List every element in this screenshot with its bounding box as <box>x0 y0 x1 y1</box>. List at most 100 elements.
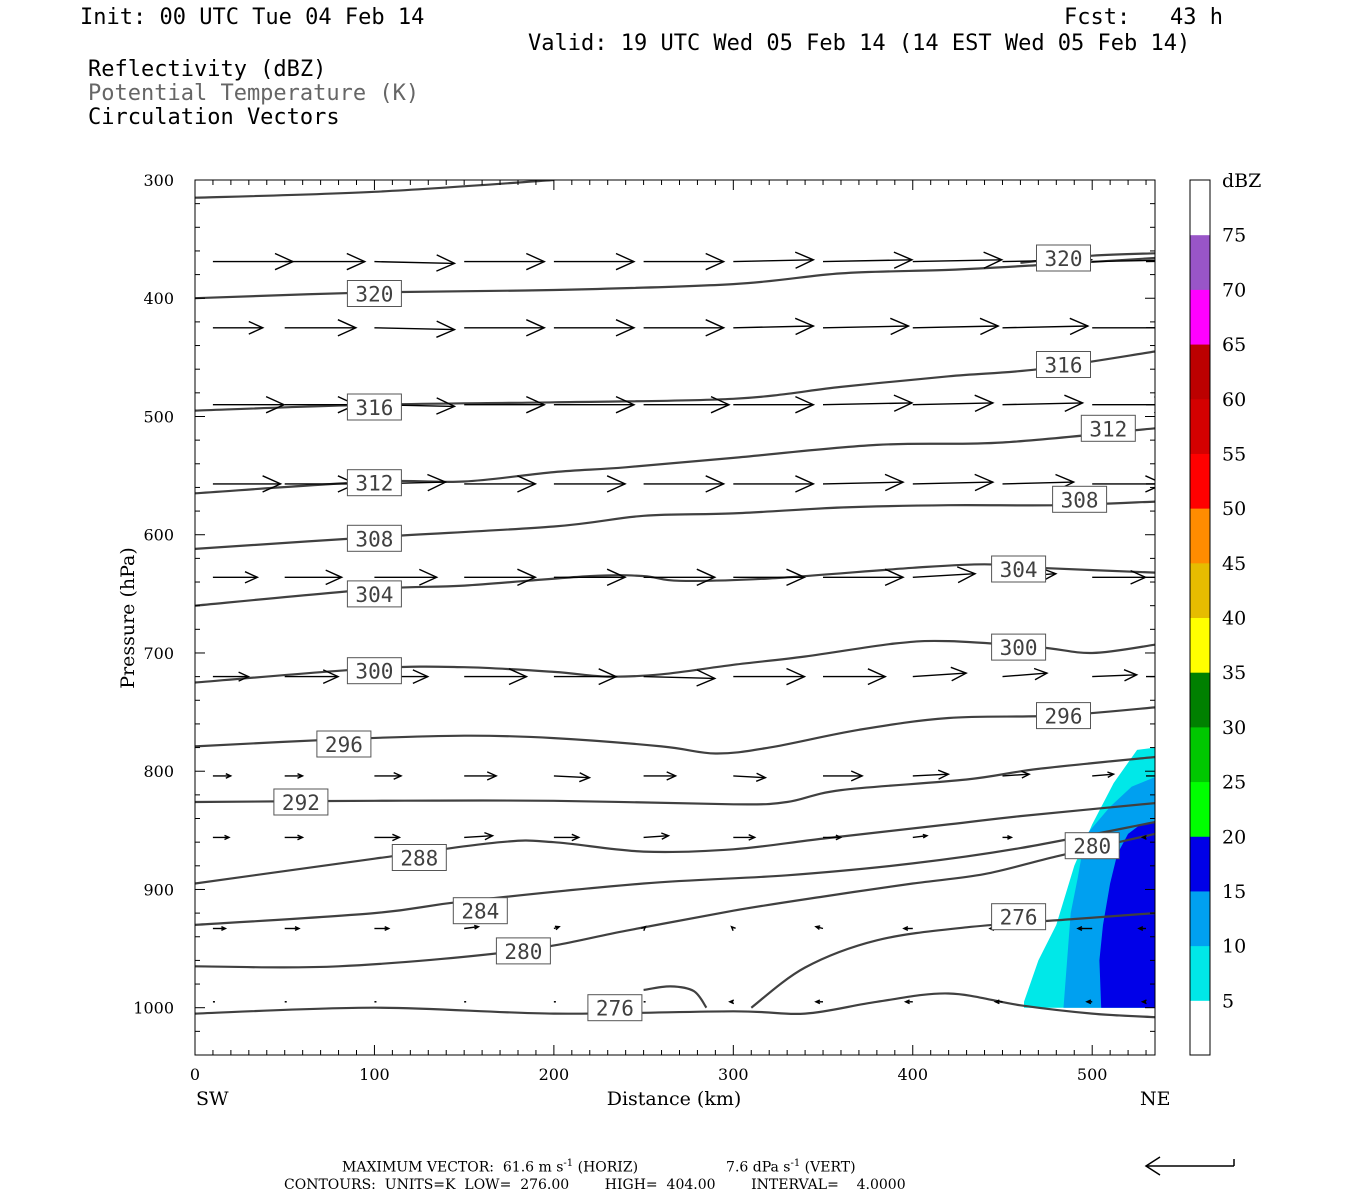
circulation-vector <box>643 319 726 337</box>
circulation-vector <box>823 770 864 782</box>
vector-shaft <box>822 259 913 263</box>
vector-arrowhead <box>346 252 367 271</box>
vector-arrowhead <box>615 252 636 271</box>
circulation-vector <box>464 475 538 493</box>
vector-arrowhead <box>710 395 731 414</box>
isentrope-label-text: 276 <box>1000 906 1038 930</box>
vector-arrowhead <box>1123 669 1139 682</box>
colorbar-swatch <box>1190 562 1210 618</box>
circulation-vector <box>1140 999 1147 1005</box>
isentrope-label-text: 316 <box>355 396 393 420</box>
isentrope-line-292 <box>195 755 1155 806</box>
vector-arrowhead <box>705 252 726 271</box>
isentrope-label-box <box>991 555 1047 583</box>
vector-arrowhead <box>696 568 717 587</box>
circulation-vector <box>733 251 816 269</box>
vector-arrowhead <box>786 568 807 587</box>
circulation-vector <box>374 320 457 338</box>
isentrope-line-276 <box>750 912 1155 1009</box>
vector-arrowhead <box>517 568 538 587</box>
isentrope-label-text: 280 <box>1073 835 1111 859</box>
vector-shaft <box>733 259 814 263</box>
circulation-vector <box>1092 669 1139 682</box>
isentrope-label-text: 284 <box>461 900 499 924</box>
vector-shaft <box>822 325 909 329</box>
vector-arrowhead <box>436 397 457 415</box>
isentrope-label-box <box>316 730 372 758</box>
vector-arrowhead <box>238 671 251 682</box>
reflectivity-fill-layer <box>1024 747 1155 1008</box>
circulation-vector <box>912 833 929 839</box>
circulation-vector <box>728 999 735 1005</box>
colorbar-tick-label: 65 <box>1222 334 1246 356</box>
isentrope-line-324 <box>195 180 554 199</box>
vector-arrowhead <box>1178 671 1190 682</box>
isentrope-label-text: 308 <box>355 527 393 551</box>
vector-arrowhead <box>786 667 807 686</box>
plot-frame <box>194 179 1156 1056</box>
circulation-vector <box>643 669 717 687</box>
isentrope-label-320: 320 <box>346 280 402 307</box>
circulation-vector <box>464 771 498 781</box>
circulation-vector <box>1002 667 1049 681</box>
isentrope-line-276 <box>195 992 1155 1019</box>
x-end-left-label: SW <box>196 1088 229 1110</box>
isentrope-label-text: 296 <box>325 733 363 757</box>
vector-arrowhead <box>244 571 260 584</box>
isentrope-label-296: 296 <box>316 730 372 758</box>
circulation-vector <box>553 925 561 931</box>
isentrope-label-276: 276 <box>991 903 1047 931</box>
circulation-vector <box>1085 999 1093 1005</box>
colorbar-tick-label: 50 <box>1222 498 1246 520</box>
valid-time: Valid: 19 UTC Wed 05 Feb 14 (14 EST Wed … <box>528 31 1191 56</box>
isentrope-label-text: 316 <box>1045 354 1083 378</box>
vector-arrowhead <box>902 926 909 931</box>
vector-arrowhead <box>427 473 448 492</box>
circulation-vector <box>643 771 678 781</box>
isentrope-line-288 <box>195 802 1155 885</box>
vector-arrowhead <box>835 834 843 841</box>
x-tick-label: 100 <box>359 1065 390 1084</box>
vector-arrowhead <box>297 773 305 779</box>
vector-shaft <box>912 325 999 329</box>
vector-shaft <box>1002 402 1083 406</box>
circulation-vector <box>553 833 581 842</box>
circulation-vector <box>464 568 538 587</box>
colorbar-tick-label: 40 <box>1222 608 1246 630</box>
colorbar-swatch <box>1190 289 1210 345</box>
circulation-vector <box>643 252 726 271</box>
colorbar-tick-label: 55 <box>1222 443 1246 465</box>
isentrope-line-296 <box>195 706 1155 755</box>
vector-arrowhead <box>814 925 821 930</box>
vector-shaft <box>1002 773 1030 777</box>
isentrope-label-box <box>346 393 402 421</box>
vector-shaft <box>464 926 479 930</box>
vector-arrowhead <box>1160 320 1178 336</box>
circulation-vector <box>1002 394 1085 413</box>
circulation-vector <box>1092 259 1155 263</box>
vector-arrowhead <box>890 317 911 336</box>
circulation-vector <box>822 251 914 269</box>
field-potential-temperature: Potential Temperature (K) <box>88 81 420 106</box>
circulation-vector <box>733 475 816 493</box>
circulation-vector <box>822 317 911 336</box>
colorbar-tick-label: 10 <box>1222 936 1246 958</box>
y-tick-label: 500 <box>143 407 174 426</box>
isentrope-line-280 <box>195 832 1155 969</box>
vector-arrowhead <box>615 319 636 337</box>
vector-shaft <box>374 327 455 331</box>
isentrope-label-text: 320 <box>1045 247 1083 271</box>
vector-shaft <box>1092 674 1137 678</box>
colorbar-tick-label: 70 <box>1222 279 1246 301</box>
circulation-vector <box>733 568 807 587</box>
vector-arrowhead <box>794 251 816 269</box>
y-tick-label: 1000 <box>133 999 174 1018</box>
vector-arrowhead <box>974 394 995 413</box>
vector-arrowhead <box>956 566 977 584</box>
isentrope-label-box <box>1064 832 1120 860</box>
vector-arrowhead <box>795 475 816 493</box>
colorbar-tick-label: 30 <box>1222 717 1246 739</box>
circulation-vector <box>464 252 547 271</box>
colorbar-swatch <box>1190 617 1210 673</box>
vector-arrowhead <box>526 252 547 271</box>
